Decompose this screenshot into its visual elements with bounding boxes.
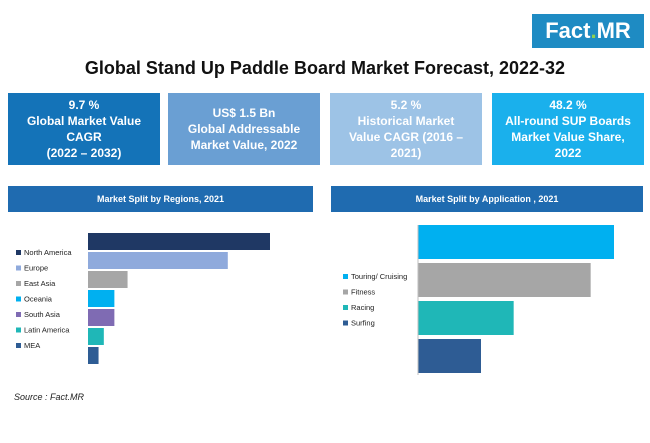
- legend-swatch: [16, 250, 21, 255]
- kpi-label: Market Value Share,: [511, 130, 625, 144]
- legend-swatch: [16, 296, 21, 302]
- kpi-label: CAGR: [66, 130, 102, 144]
- kpi-card-allround-share: 48.2 % All-round SUP Boards Market Value…: [492, 93, 644, 165]
- page-title: Global Stand Up Paddle Board Market Fore…: [84, 58, 566, 78]
- bar-europe: [88, 252, 228, 269]
- legend-label: Surfing: [351, 319, 375, 328]
- bar-fitness: [418, 263, 591, 297]
- legend-label: MEA: [24, 341, 40, 350]
- kpi-card-addressable-value: US$ 1.5 Bn Global Addressable Market Val…: [168, 93, 320, 165]
- kpi-label: Global Market Value: [26, 114, 142, 128]
- kpi-label: (2022 – 2032): [46, 146, 122, 160]
- regions-section-header: Market Split by Regions, 2021: [8, 186, 313, 212]
- kpi-card-market-cagr: 9.7 % Global Market Value CAGR (2022 – 2…: [8, 93, 160, 165]
- application-section-header: Market Split by Application , 2021: [331, 186, 643, 212]
- kpi-label: All-round SUP Boards: [505, 114, 631, 128]
- kpi-label: Global Addressable: [187, 122, 301, 136]
- legend-label: East Asia: [24, 279, 56, 288]
- legend-label: Fitness: [351, 288, 375, 297]
- legend-swatch: [343, 305, 348, 310]
- legend-label: Touring/ Cruising: [351, 272, 407, 281]
- kpi-label: 2021): [390, 146, 422, 160]
- legend-label: North America: [24, 248, 72, 257]
- source-note: Source : Fact.MR: [14, 392, 85, 402]
- legend-label: Racing: [351, 303, 374, 312]
- kpi-value: 48.2 %: [549, 98, 587, 112]
- bar-racing: [418, 301, 514, 335]
- legend-label: Oceania: [24, 295, 53, 304]
- legend-swatch: [343, 274, 348, 279]
- legend-swatch: [16, 281, 21, 286]
- factmr-logo: Fact.MR: [532, 14, 644, 48]
- kpi-label: 2022: [554, 146, 582, 160]
- legend-swatch: [16, 343, 21, 348]
- kpi-label: Value CAGR (2016 –: [348, 130, 464, 144]
- bar-east-asia: [88, 271, 128, 288]
- bar-surfing: [418, 339, 481, 373]
- application-chart: Touring/ Cruising Fitness Racing Surfing: [343, 225, 614, 375]
- kpi-label: Historical Market: [357, 114, 455, 128]
- bar-south-asia: [88, 309, 115, 326]
- legend-label: Europe: [24, 264, 48, 273]
- kpi-value: US$ 1.5 Bn: [212, 106, 276, 120]
- regions-chart: North America Europe East Asia Oceania South…: [16, 233, 270, 364]
- kpi-value: 5.2 %: [390, 98, 422, 112]
- legend-label: Latin America: [24, 326, 70, 335]
- legend-label: South Asia: [24, 310, 61, 319]
- legend-swatch: [16, 265, 21, 271]
- bar-mea: [88, 347, 99, 364]
- kpi-label: Market Value, 2022: [190, 138, 298, 152]
- kpi-value: 9.7 %: [68, 98, 100, 112]
- legend-swatch: [16, 327, 21, 333]
- bar-oceania: [88, 290, 115, 307]
- bar-latin-america: [88, 328, 104, 345]
- bar-touring-cruising: [418, 225, 614, 259]
- bar-north-america: [88, 233, 270, 250]
- kpi-card-historical-cagr: 5.2 % Historical Market Value CAGR (2016…: [330, 93, 482, 165]
- legend-swatch: [343, 320, 348, 326]
- legend-swatch: [16, 312, 21, 317]
- legend-swatch: [343, 289, 348, 295]
